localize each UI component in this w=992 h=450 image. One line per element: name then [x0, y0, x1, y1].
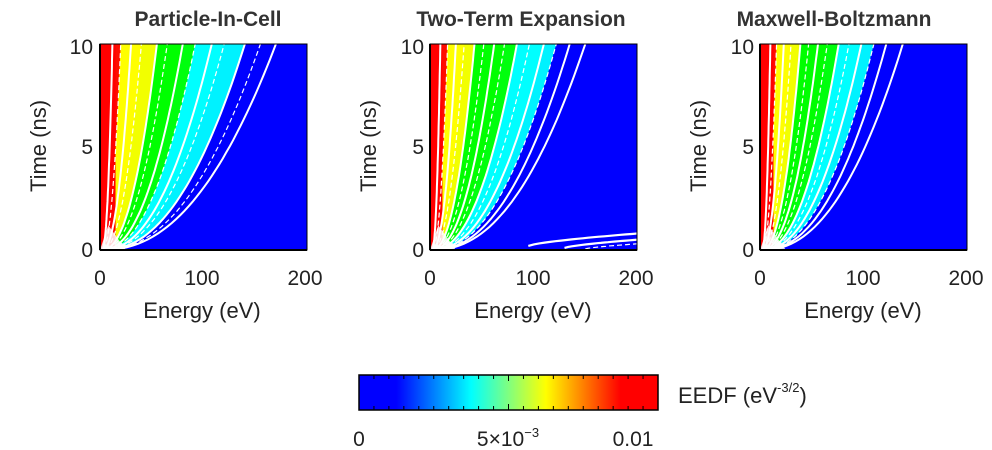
plot-layer [760, 44, 967, 250]
y-axis-label: Time (ns) [686, 100, 711, 192]
y-tick-label: 0 [742, 239, 754, 262]
x-tick-label: 0 [754, 267, 766, 290]
contour-line-extra [564, 238, 637, 249]
x-tick-label: 200 [618, 267, 653, 290]
x-tick-label: 0 [424, 267, 436, 290]
panel-particle-in-cell: Particle-In-Cell 0 100 200 0 5 10 Energy… [26, 8, 323, 323]
x-axis-label: Energy (eV) [804, 298, 921, 323]
contour-line-solid [111, 44, 213, 250]
panel-title: Two-Term Expansion [416, 8, 625, 31]
y-tick-label: 5 [81, 136, 93, 159]
colorbar-label: EEDF (eV-3/2) [678, 380, 807, 408]
origin-fan [100, 225, 126, 250]
contour-line-dashed [772, 44, 875, 250]
x-tick-label: 200 [948, 267, 983, 290]
contour-line-dashed [764, 44, 792, 250]
colorbar-tick-label: 5×10−3 [477, 425, 539, 450]
panel-title: Maxwell-Boltzmann [737, 8, 932, 31]
colorbar-tick-label: 0.01 [613, 428, 654, 450]
y-axis-label: Time (ns) [26, 100, 51, 192]
colorbar: 0 5×10−3 0.01 EEDF (eV-3/2) [353, 374, 807, 450]
contour-line-dashed [769, 44, 850, 250]
plot-area [429, 43, 638, 251]
y-tick-label: 0 [412, 239, 424, 262]
x-tick-label: 200 [287, 267, 322, 290]
y-tick-label: 5 [412, 136, 424, 159]
panel-maxwell-boltzmann: Maxwell-Boltzmann 0 100 200 0 5 10 Energ… [686, 8, 984, 323]
y-tick-label: 5 [742, 136, 754, 159]
contour-line-solid [444, 44, 571, 250]
plot-layer [430, 44, 637, 250]
contour-line-solid [437, 44, 496, 250]
colorbar-tick-label: 0 [353, 428, 365, 450]
panel-two-term-expansion: Two-Term Expansion 0 100 200 0 5 10 Ener… [356, 8, 654, 323]
contour-line-solid [439, 44, 518, 250]
plot-area [99, 43, 308, 251]
y-tick-label: 0 [81, 239, 93, 262]
contour-line-dashed [116, 44, 261, 250]
y-tick-label: 10 [401, 36, 424, 59]
contour-line-solid [117, 44, 277, 250]
contour-line-solid [768, 44, 840, 250]
contour-line-dashed [766, 44, 810, 250]
x-tick-label: 100 [515, 267, 550, 290]
y-tick-label: 10 [70, 36, 93, 59]
contour-line-solid [109, 44, 184, 250]
contour-line-solid [774, 44, 904, 250]
contour-line-solid [442, 44, 545, 250]
contour-line-dashed [438, 44, 506, 250]
contour-line-dashed [767, 44, 828, 250]
contour-line-solid [773, 44, 888, 250]
x-axis-label: Energy (eV) [474, 298, 591, 323]
contour-line-dashed [440, 44, 530, 250]
contour-line-dashed [113, 44, 225, 250]
contour-line-extra [528, 232, 637, 247]
x-tick-label: 100 [845, 267, 880, 290]
heatmap-high-band [100, 44, 116, 250]
contour-line-extra [585, 243, 637, 250]
contour-line-solid [766, 44, 819, 250]
contour-line-solid [446, 44, 587, 250]
contour-line-dashed [436, 44, 485, 250]
contour-line-dashed [434, 44, 465, 250]
colorbar-ticks [373, 375, 644, 410]
x-tick-label: 0 [94, 267, 106, 290]
plot-area [759, 43, 968, 251]
contour-line-dashed [107, 44, 168, 250]
origin-fan [430, 225, 456, 250]
contour-line-dashed [443, 44, 557, 250]
y-axis-label: Time (ns) [356, 100, 381, 192]
contour-line-solid [770, 44, 863, 250]
x-tick-label: 100 [184, 267, 219, 290]
plot-layer [100, 44, 307, 250]
y-tick-label: 10 [731, 36, 754, 59]
contour-line-solid [114, 44, 246, 250]
contour-line-solid [106, 44, 158, 250]
origin-fan [760, 225, 786, 250]
panel-title: Particle-In-Cell [134, 8, 281, 31]
x-axis-label: Energy (eV) [143, 298, 260, 323]
